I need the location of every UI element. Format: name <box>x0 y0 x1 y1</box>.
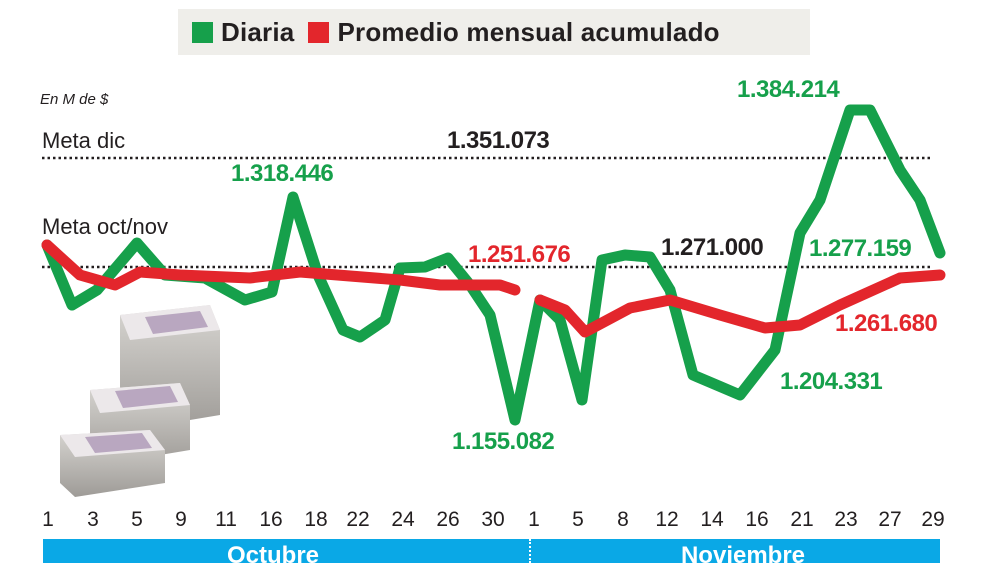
x-tick: 1 <box>528 508 540 531</box>
x-tick: 21 <box>790 508 814 531</box>
x-tick: 23 <box>834 508 858 531</box>
annotation-peak-nov: 1.384.214 <box>737 76 840 103</box>
x-tick: 5 <box>572 508 584 531</box>
month-label-noviembre: Noviembre <box>680 542 806 569</box>
x-tick: 1 <box>42 508 54 531</box>
month-bar: Octubre Noviembre <box>43 539 940 569</box>
legend-item-diaria: Diaria <box>192 17 294 48</box>
x-tick: 9 <box>175 508 187 531</box>
x-axis: 1 3 5 9 11 16 18 22 24 26 30 1 5 8 12 14… <box>0 508 992 536</box>
plot-area <box>41 104 946 426</box>
green-swatch-icon <box>192 21 213 43</box>
x-tick: 22 <box>346 508 370 531</box>
legend-label: Diaria <box>221 16 295 47</box>
meta-octnov-value: 1.271.000 <box>661 234 764 261</box>
annotation-low-nov: 1.204.331 <box>780 368 883 395</box>
x-tick: 27 <box>878 508 902 531</box>
x-tick: 24 <box>391 508 415 531</box>
annotation-trough-oct: 1.155.082 <box>452 428 555 455</box>
promedio-line-noviembre <box>534 269 946 338</box>
x-tick: 14 <box>700 508 724 531</box>
x-tick: 16 <box>259 508 283 531</box>
annotation-peak-oct: 1.318.446 <box>231 160 334 187</box>
x-tick: 11 <box>215 508 237 531</box>
meta-dic-value: 1.351.073 <box>447 127 550 154</box>
promedio-line-octubre <box>41 239 521 296</box>
legend-label: Promedio mensual acumulado <box>337 16 720 47</box>
x-tick: 26 <box>436 508 460 531</box>
x-tick: 3 <box>87 508 99 531</box>
unit-label: En M de $ <box>40 91 109 108</box>
month-divider <box>529 539 531 563</box>
x-tick: 5 <box>131 508 143 531</box>
chart-legend: Diaria Promedio mensual acumulado <box>178 9 810 55</box>
diaria-line <box>41 104 946 426</box>
legend-item-promedio: Promedio mensual acumulado <box>308 16 720 48</box>
x-tick: 16 <box>745 508 769 531</box>
annotation-red-end-nov: 1.261.680 <box>835 310 938 337</box>
money-stacks-illustration <box>50 305 230 500</box>
x-tick: 12 <box>655 508 679 531</box>
x-tick: 18 <box>304 508 328 531</box>
x-tick: 29 <box>921 508 945 531</box>
x-tick: 30 <box>481 508 505 531</box>
meta-octnov-label: Meta oct/nov <box>42 214 168 239</box>
red-swatch-icon <box>308 21 330 43</box>
month-label-octubre: Octubre <box>226 542 320 569</box>
annotation-last-daily: 1.277.159 <box>809 235 912 262</box>
x-tick: 8 <box>617 508 629 531</box>
annotation-red-end-oct: 1.251.676 <box>468 241 571 268</box>
meta-dic-label: Meta dic <box>42 128 126 153</box>
